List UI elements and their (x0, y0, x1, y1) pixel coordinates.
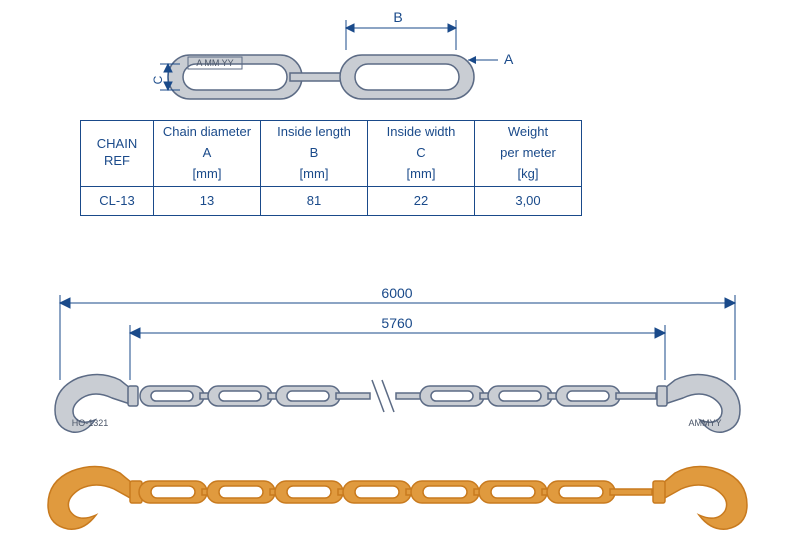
assembly-diagram-grey: 6000 5760 HO-1321 AMMYY (0, 270, 795, 470)
table-row: CL-13 13 81 22 3,00 (81, 186, 582, 215)
assembly-diagram-gold (0, 455, 795, 545)
chain-grey-right (396, 386, 656, 406)
link-detail-diagram: B A MM YY A C (0, 0, 795, 120)
link-stamp: A MM YY (196, 58, 233, 68)
dim-outer: 6000 (381, 285, 412, 301)
stamp-right: AMMYY (688, 418, 721, 428)
stamp-left: HO-1321 (72, 418, 109, 428)
dim-label-c: C (151, 75, 165, 84)
dim-label-b: B (393, 9, 402, 25)
dim-label-a: A (504, 51, 514, 67)
spec-table: CHAIN REF Chain diameterA[mm] Inside len… (80, 120, 582, 216)
hook-left-gold (48, 466, 142, 529)
chain-link-right (340, 55, 474, 99)
dim-inner: 5760 (381, 315, 412, 331)
chain-grey-left (140, 386, 370, 406)
chain-gold (139, 481, 652, 503)
th-ref: CHAIN REF (82, 128, 152, 178)
hook-right-gold (653, 466, 747, 529)
